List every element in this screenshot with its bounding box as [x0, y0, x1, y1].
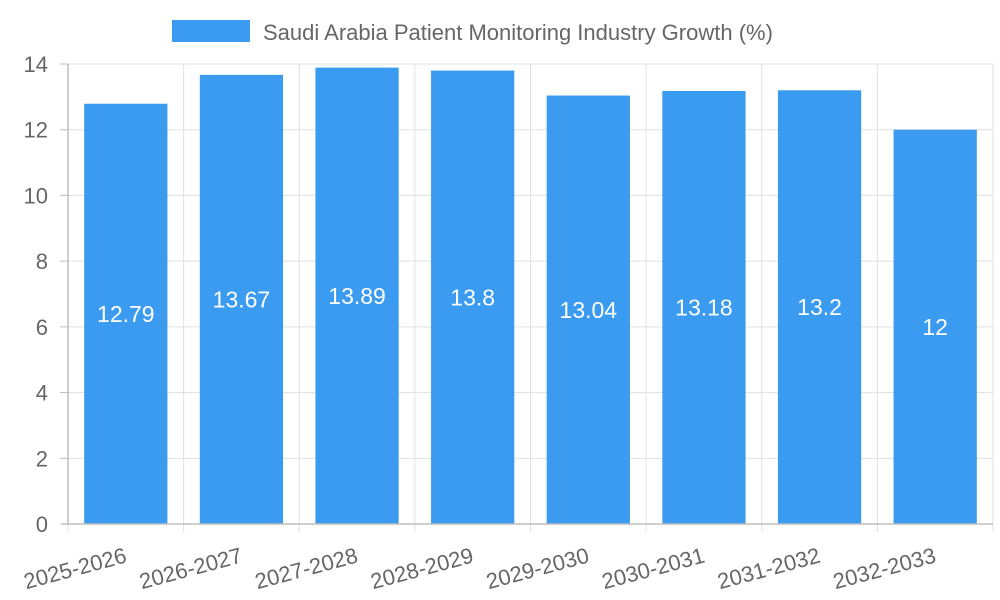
bar — [662, 90, 746, 524]
y-tick-label: 12 — [24, 118, 48, 143]
axes — [60, 63, 993, 525]
data-label: 13.18 — [675, 294, 733, 320]
y-tick-label: 8 — [36, 249, 48, 274]
bars — [84, 67, 977, 525]
y-tick-label: 14 — [24, 52, 48, 77]
legend-label: Saudi Arabia Patient Monitoring Industry… — [263, 20, 773, 45]
bar — [431, 70, 515, 525]
y-tick-label: 2 — [36, 446, 48, 471]
bar — [777, 90, 862, 525]
legend: Saudi Arabia Patient Monitoring Industry… — [172, 20, 773, 45]
data-label: 12.79 — [97, 301, 155, 327]
x-tick-label: 2026-2027 — [137, 543, 245, 594]
data-label: 13.67 — [213, 286, 271, 312]
x-tick-label: 2032-2033 — [830, 543, 938, 594]
x-tick-label: 2027-2028 — [252, 543, 360, 594]
bar — [893, 129, 977, 524]
data-label: 13.04 — [560, 297, 618, 323]
data-label: 13.2 — [797, 294, 842, 320]
y-tick-label: 4 — [36, 381, 48, 406]
bar — [199, 74, 284, 524]
legend-swatch — [172, 20, 250, 42]
y-tick-label: 0 — [36, 512, 48, 537]
x-tick-label: 2031-2032 — [715, 543, 823, 594]
data-label: 13.8 — [450, 284, 495, 310]
x-tick-label: 2030-2031 — [599, 543, 707, 594]
bar — [315, 67, 399, 524]
x-tick-label: 2025-2026 — [21, 543, 129, 594]
data-label: 12 — [922, 314, 948, 340]
x-tick-label: 2028-2029 — [368, 543, 476, 594]
bar — [546, 95, 630, 525]
data-label: 13.89 — [328, 283, 386, 309]
x-tick-label: 2029-2030 — [484, 543, 592, 594]
bar — [84, 103, 168, 524]
y-tick-label: 6 — [36, 315, 48, 340]
y-tick-label: 10 — [24, 183, 48, 208]
